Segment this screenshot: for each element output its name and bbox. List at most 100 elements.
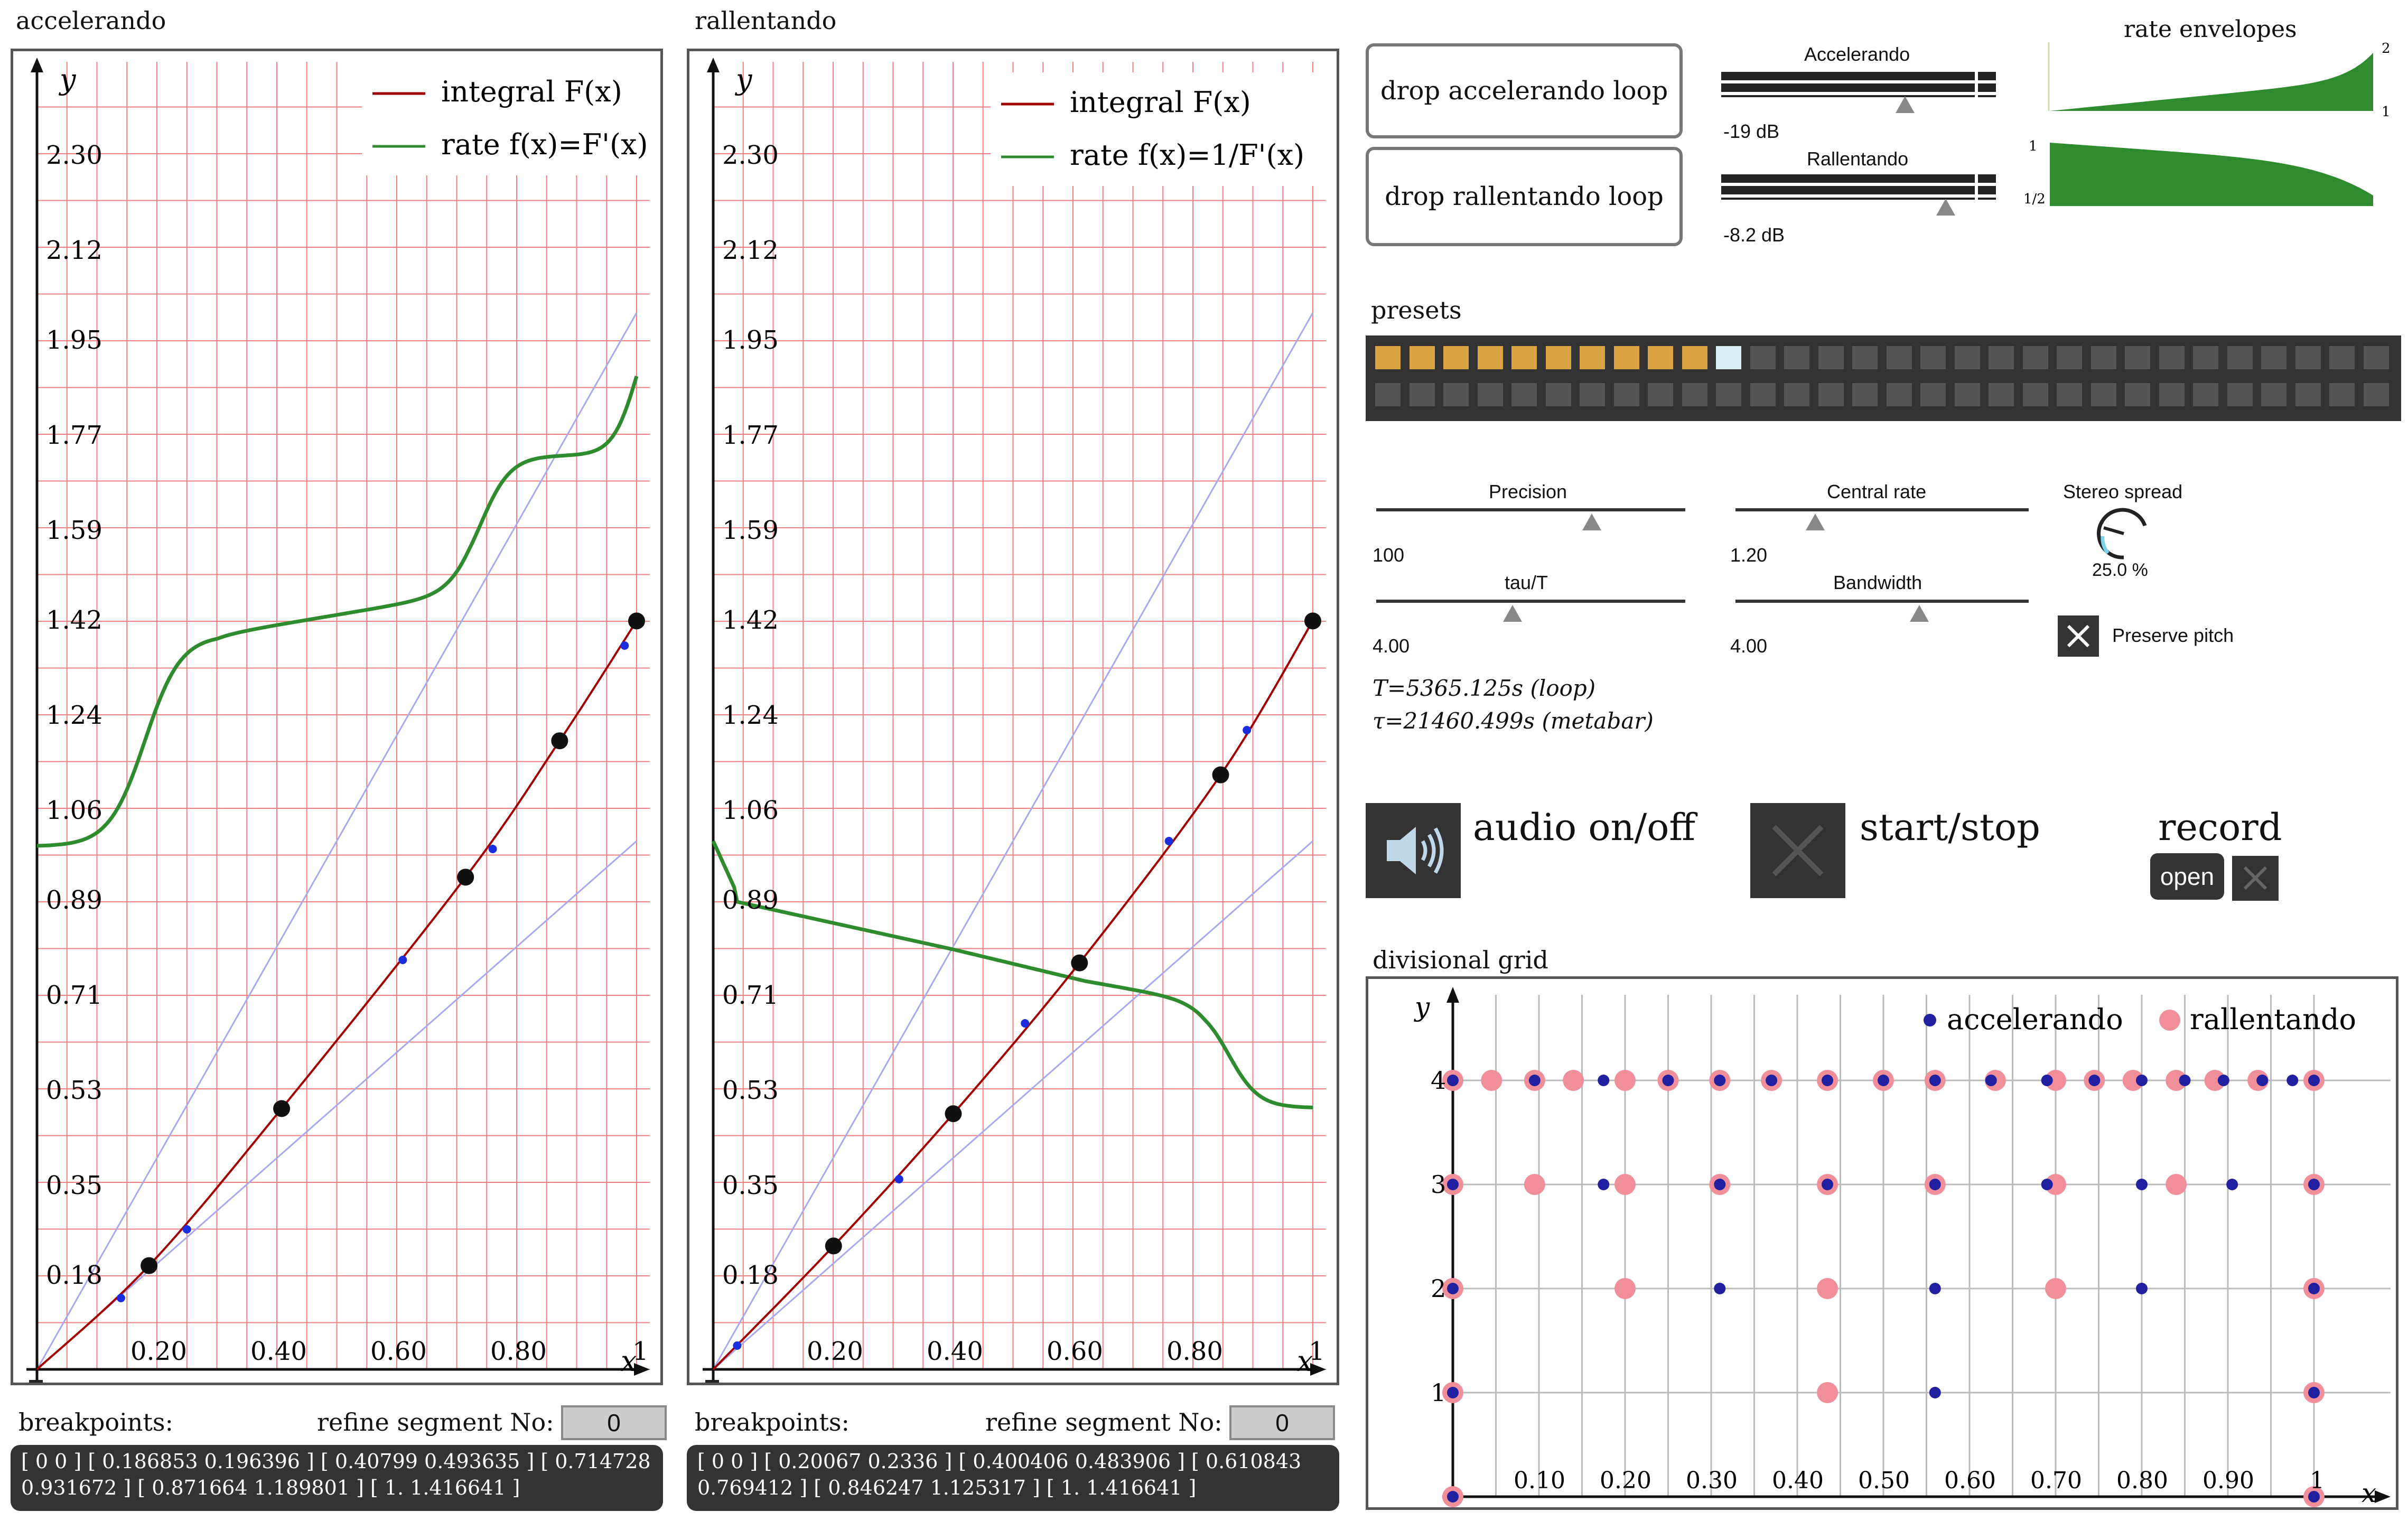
drop-rallentando-loop-button[interactable]: drop rallentando loop <box>1366 147 1683 246</box>
preserve-pitch-checkbox[interactable] <box>2058 615 2099 657</box>
preset-slot[interactable] <box>2227 346 2253 369</box>
precision-slider-track[interactable] <box>1376 508 1685 511</box>
tau-slider-handle[interactable] <box>1503 605 1522 622</box>
accelerando-division-dot <box>1447 1491 1459 1503</box>
rallentando-breakpoints-list[interactable]: [ 0 0 ] [ 0.20067 0.2336 ] [ 0.400406 0.… <box>687 1445 1339 1511</box>
preset-slot[interactable] <box>2329 346 2355 369</box>
preset-slot[interactable] <box>2261 383 2286 406</box>
accelerando-refine-input[interactable]: 0 <box>561 1405 667 1440</box>
preset-slot[interactable] <box>1545 383 1571 406</box>
preset-slot[interactable] <box>1954 346 1980 369</box>
rallentando-plot[interactable]: 2.30 2.12 1.95 1.77 1.59 1.42 1.24 1.06 0.89 0.71… <box>687 49 1339 1385</box>
preset-slot[interactable] <box>1580 383 1605 406</box>
accelerando-gain-slider-handle[interactable] <box>1896 96 1915 113</box>
accelerando-breakpoints[interactable] <box>116 612 645 1302</box>
tau-slider-track[interactable] <box>1376 600 1685 603</box>
breakpoint-marker <box>825 1237 842 1255</box>
record-open-button[interactable]: open <box>2150 853 2224 900</box>
accelerando-breakpoints-list[interactable]: [ 0 0 ] [ 0.186853 0.196396 ] [ 0.40799 … <box>11 1445 663 1511</box>
preset-slot[interactable] <box>1852 346 1878 369</box>
loop-duration-info: T=5365.125s (loop) <box>1373 675 1596 701</box>
precision-slider-handle[interactable] <box>1582 514 1601 530</box>
rallentando-x-ticks: 0.20 0.40 0.60 0.80 1 <box>807 1337 1325 1366</box>
preset-slot[interactable] <box>2022 383 2048 406</box>
accelerando-division-dot <box>1447 1075 1459 1086</box>
preset-slot[interactable] <box>1954 383 1980 406</box>
preset-slot[interactable] <box>1886 346 1912 369</box>
preset-slot[interactable] <box>1818 346 1844 369</box>
x-tick-label: 0.70 <box>2030 1467 2082 1494</box>
preset-slot[interactable] <box>1852 383 1878 406</box>
preset-slot[interactable] <box>1545 346 1571 369</box>
preset-slot[interactable] <box>1682 346 1707 369</box>
preset-slot[interactable] <box>1648 346 1673 369</box>
start-stop-button[interactable] <box>1750 803 1845 898</box>
record-toggle-button[interactable] <box>2232 856 2279 901</box>
preset-slot[interactable] <box>2159 383 2185 406</box>
preset-slot[interactable] <box>1920 383 1946 406</box>
preset-slot[interactable] <box>1920 346 1946 369</box>
preset-slot[interactable] <box>1989 383 2014 406</box>
preset-slot[interactable] <box>2295 346 2321 369</box>
preset-slot[interactable] <box>2057 346 2082 369</box>
preset-slot[interactable] <box>2090 383 2116 406</box>
preset-slot[interactable] <box>1648 383 1673 406</box>
preset-slot[interactable] <box>1409 346 1435 369</box>
preset-slot[interactable] <box>2363 346 2389 369</box>
audio-toggle-button[interactable] <box>1366 803 1461 898</box>
bandwidth-slider-handle[interactable] <box>1910 605 1929 622</box>
preset-slot[interactable] <box>1716 383 1741 406</box>
preset-slot[interactable] <box>2090 346 2116 369</box>
rallentando-breakpoints[interactable] <box>733 612 1321 1350</box>
preset-slot[interactable] <box>1818 383 1844 406</box>
breakpoint-marker <box>1304 612 1321 630</box>
preset-slot[interactable] <box>1716 346 1741 369</box>
preset-slot[interactable] <box>1477 346 1503 369</box>
divisional-grid-plot[interactable]: 4 3 2 1 0.10 0.20 0.30 0.40 0.50 0.60 0.70 0.80 0.9… <box>1366 976 2398 1510</box>
rallentando-plot-svg: 2.30 2.12 1.95 1.77 1.59 1.42 1.24 1.06 0.89 0.71… <box>703 58 1326 1383</box>
accelerando-division-dot <box>1447 1283 1459 1294</box>
preset-slot[interactable] <box>2193 346 2218 369</box>
preset-slot[interactable] <box>1477 383 1503 406</box>
preset-slot[interactable] <box>2125 346 2150 369</box>
stereo-spread-dial[interactable] <box>2092 505 2155 563</box>
preset-slot[interactable] <box>2329 383 2355 406</box>
preset-slot[interactable] <box>1409 383 1435 406</box>
central-rate-slider-handle[interactable] <box>1806 514 1825 530</box>
preset-slot[interactable] <box>1443 383 1469 406</box>
bandwidth-slider-track[interactable] <box>1735 600 2029 603</box>
preset-slot[interactable] <box>1886 383 1912 406</box>
y-tick-label: 1 <box>1431 1378 1446 1407</box>
preset-slot[interactable] <box>1375 346 1401 369</box>
accelerando-plot[interactable]: 2.30 2.12 1.95 1.77 1.59 1.42 1.24 1.06 0.89 0.71… <box>11 49 663 1385</box>
preset-slot[interactable] <box>1682 383 1707 406</box>
preset-slot[interactable] <box>1580 346 1605 369</box>
preset-slot[interactable] <box>1443 346 1469 369</box>
preset-slot[interactable] <box>2227 383 2253 406</box>
preset-slot[interactable] <box>1511 346 1537 369</box>
preset-slot[interactable] <box>1784 383 1809 406</box>
preset-slot[interactable] <box>2363 383 2389 406</box>
preset-slot[interactable] <box>2159 346 2185 369</box>
preset-slot[interactable] <box>1750 383 1776 406</box>
preset-slot[interactable] <box>1784 346 1809 369</box>
preset-slot[interactable] <box>1989 346 2014 369</box>
preset-slot[interactable] <box>1750 346 1776 369</box>
preset-slot[interactable] <box>2295 383 2321 406</box>
central-rate-slider-track[interactable] <box>1735 508 2029 511</box>
preset-slot[interactable] <box>1511 383 1537 406</box>
drop-accelerando-loop-button[interactable]: drop accelerando loop <box>1366 43 1683 138</box>
preset-slot[interactable] <box>1613 383 1639 406</box>
preset-slot[interactable] <box>1613 346 1639 369</box>
rallentando-refine-input[interactable]: 0 <box>1229 1405 1335 1440</box>
accelerando-division-dot <box>2256 1075 2269 1086</box>
preset-slot[interactable] <box>2057 383 2082 406</box>
preset-slot[interactable] <box>2022 346 2048 369</box>
preset-slot[interactable] <box>2261 346 2286 369</box>
presets-grid[interactable] <box>1366 335 2401 421</box>
preset-slot[interactable] <box>1375 383 1401 406</box>
rallentando-gain-slider-handle[interactable] <box>1936 199 1955 216</box>
preset-slot[interactable] <box>2125 383 2150 406</box>
preset-slot[interactable] <box>2193 383 2218 406</box>
tau-label: tau/T <box>1505 572 1548 593</box>
